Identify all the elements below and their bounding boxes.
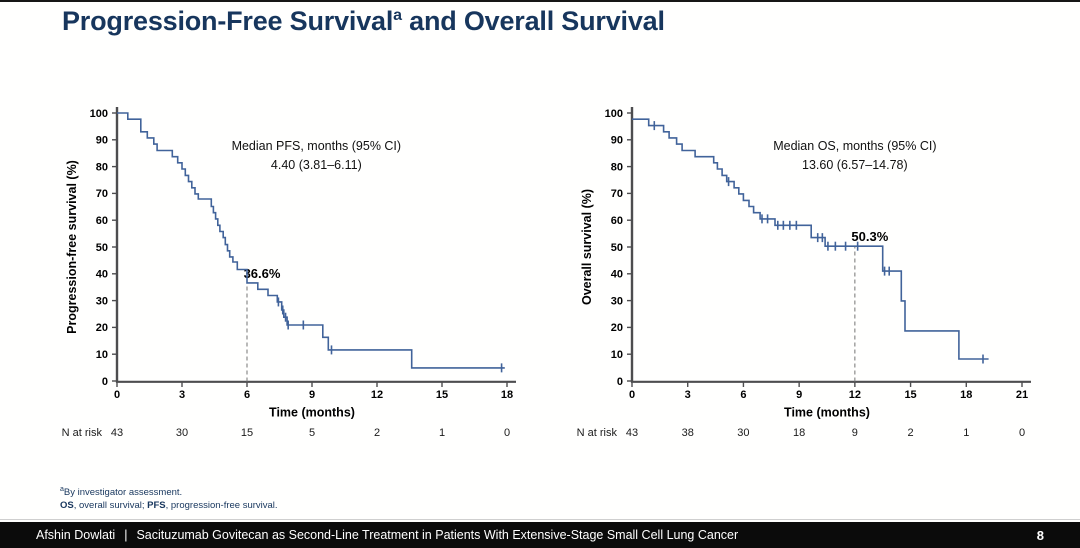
os-xtick-label: 18 (960, 389, 972, 401)
pfs-axes: 0 10 20 30 40 50 60 70 80 90 100 0 3 6 9 12 15 18 (90, 107, 516, 401)
os-xtick-label: 3 (685, 389, 691, 401)
footnote-line-2-part: , overall survival; (73, 499, 148, 511)
footer-bar: Afshin Dowlati | Sacituzumab Govitecan a… (0, 522, 1080, 548)
os-ytick-label: 80 (611, 161, 623, 173)
os-median-annotation: Median OS, months (95% CI) 13.60 (6.57–14… (773, 139, 936, 172)
pfs-censor-marks (277, 297, 503, 373)
os-xaxis-title: Time (months) (784, 406, 870, 420)
footnote-line-2: OS, overall survival; PFS, progression-f… (60, 500, 278, 512)
os-n-at-risk-row: N at risk 43 38 30 18 9 2 1 0 (577, 427, 1025, 439)
os-xtick-label: 0 (629, 389, 635, 401)
footnote-line-2-part: PFS (147, 499, 166, 511)
os-ytick-label: 40 (611, 269, 623, 281)
pfs-ytick-label: 70 (96, 188, 108, 200)
os-n-at-risk-label: N at risk (577, 427, 618, 439)
pfs-ytick-label: 50 (96, 242, 108, 254)
os-ytick-label: 10 (611, 349, 623, 361)
os-n-at-risk-value: 1 (963, 427, 969, 439)
pfs-median-annotation-line2: 4.40 (3.81–6.11) (271, 158, 362, 172)
os-ytick-label: 30 (611, 295, 623, 307)
footnote-line-2-part: , progression-free survival. (165, 499, 278, 511)
pfs-n-at-risk-value: 2 (374, 427, 380, 439)
pfs-xtick-label: 0 (114, 389, 120, 401)
footer-page-number: 8 (1036, 527, 1044, 543)
pfs-xtick-label: 3 (179, 389, 185, 401)
pfs-median-annotation-line1: Median PFS, months (95% CI) (232, 139, 402, 153)
footnote-line-1-text: By investigator assessment. (63, 487, 183, 499)
pfs-ytick-label: 20 (96, 322, 108, 334)
footnote-line-2-part: OS (60, 499, 74, 511)
pfs-n-at-risk-row: N at risk 43 30 15 5 2 1 0 (62, 427, 510, 439)
os-yaxis-title: Overall survival (%) (580, 189, 594, 305)
pfs-ytick-label: 80 (96, 161, 108, 173)
pfs-ytick-label: 10 (96, 349, 108, 361)
pfs-n-at-risk-label: N at risk (62, 427, 103, 439)
os-n-at-risk-value: 18 (793, 427, 805, 439)
footer-talk-title: Sacituzumab Govitecan as Second-Line Tre… (136, 528, 739, 542)
footnote-line-1: aBy investigator assessment. (60, 485, 278, 500)
pfs-ytick-label: 0 (102, 376, 108, 388)
pfs-n-at-risk-value: 43 (111, 427, 123, 439)
os-xtick-label: 21 (1016, 389, 1028, 401)
os-censor-marks (653, 121, 984, 364)
pfs-ytick-label: 100 (90, 108, 108, 120)
slide-title-rest: and Overall Survival (401, 6, 665, 36)
os-n-at-risk-value: 38 (682, 427, 694, 439)
pfs-n-at-risk-value: 1 (439, 427, 445, 439)
os-ytick-label: 0 (617, 376, 623, 388)
os-ytick-label: 90 (611, 135, 623, 147)
pfs-yaxis-title: Progression-free survival (%) (65, 160, 79, 334)
os-n-at-risk-value: 30 (737, 427, 749, 439)
slide-title: Progression-Free Survivala and Overall S… (62, 6, 665, 37)
pfs-n-at-risk-value: 30 (176, 427, 188, 439)
os-axes: 0 10 20 30 40 50 60 70 80 90 100 0 3 6 9 12 15 18 21 (605, 107, 1031, 401)
os-ytick-label: 100 (605, 108, 623, 120)
pfs-xtick-label: 9 (309, 389, 315, 401)
pfs-ytick-label: 40 (96, 269, 108, 281)
os-n-at-risk-value: 9 (852, 427, 858, 439)
pfs-n-at-risk-value: 15 (241, 427, 253, 439)
os-n-at-risk-value: 0 (1019, 427, 1025, 439)
pfs-xaxis-title: Time (months) (269, 406, 355, 420)
os-median-annotation-line1: Median OS, months (95% CI) (773, 139, 936, 153)
pfs-ytick-label: 90 (96, 135, 108, 147)
slide-top-rule (0, 0, 1080, 2)
os-ytick-label: 60 (611, 215, 623, 227)
pfs-xtick-label: 18 (501, 389, 513, 401)
pfs-xtick-label: 15 (436, 389, 448, 401)
pfs-landmark-rate-label: 36.6% (244, 266, 281, 281)
pfs-ytick-label: 60 (96, 215, 108, 227)
os-xtick-label: 6 (740, 389, 746, 401)
os-ytick-label: 70 (611, 188, 623, 200)
pfs-survival-curve (117, 112, 505, 369)
os-ytick-label: 20 (611, 322, 623, 334)
os-landmark-rate-label: 50.3% (851, 229, 888, 244)
slide-title-main: Progression-Free Survival (62, 6, 394, 36)
footer-presenter: Afshin Dowlati (36, 528, 116, 542)
footer-divider (0, 519, 1080, 520)
os-survival-curve (632, 118, 989, 360)
os-median-annotation-line2: 13.60 (6.57–14.78) (802, 158, 908, 172)
os-landmark: 50.3% (851, 229, 889, 382)
pfs-ytick-label: 30 (96, 295, 108, 307)
os-xtick-label: 15 (904, 389, 916, 401)
footer-separator: | (124, 528, 128, 542)
pfs-n-at-risk-value: 5 (309, 427, 315, 439)
pfs-xtick-label: 6 (244, 389, 250, 401)
pfs-xtick-label: 12 (371, 389, 383, 401)
os-n-at-risk-value: 2 (908, 427, 914, 439)
slide-title-superscript: a (393, 7, 402, 24)
os-ytick-label: 50 (611, 242, 623, 254)
pfs-median-annotation: Median PFS, months (95% CI) 4.40 (3.81–6.… (232, 139, 402, 172)
os-n-at-risk-value: 43 (626, 427, 638, 439)
pfs-n-at-risk-value: 0 (504, 427, 510, 439)
os-xtick-label: 12 (849, 389, 861, 401)
pfs-landmark: 36.6% (244, 266, 281, 382)
footnotes: aBy investigator assessment. OS, overall… (60, 485, 278, 512)
footnote-superscript: a (60, 486, 64, 493)
os-xtick-label: 9 (796, 389, 802, 401)
